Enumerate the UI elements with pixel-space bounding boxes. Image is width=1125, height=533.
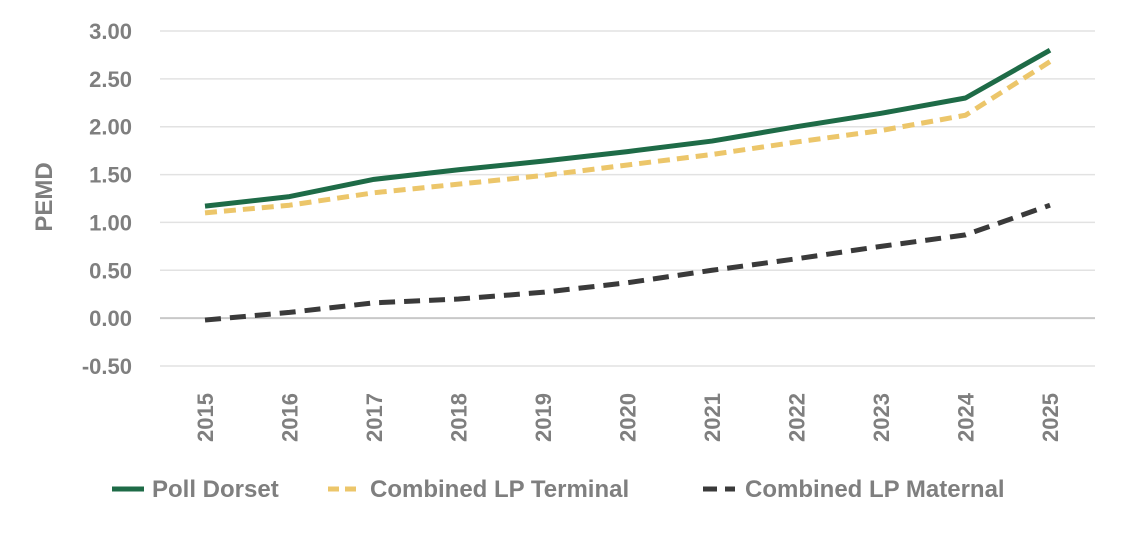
legend-label: Combined LP Maternal: [745, 476, 1005, 503]
x-tick-label: 2016: [278, 393, 303, 442]
x-tick-label: 2017: [362, 393, 387, 442]
x-tick-label: 2015: [193, 393, 218, 442]
legend: Poll Dorset Combined LP Terminal Combined …: [112, 476, 1005, 503]
legend-label: Combined LP Terminal: [370, 476, 629, 503]
x-tick-label: 2020: [616, 393, 641, 442]
series-line-combined-lp-maternal: [204, 202, 1051, 323]
y-tick-label: 1.00: [89, 210, 132, 235]
y-tick-label: 3.00: [89, 19, 132, 44]
y-axis-title: PEMD: [31, 162, 58, 231]
x-tick-label: 2022: [785, 393, 810, 442]
gridlines: [160, 30, 1095, 367]
legend-label: Poll Dorset: [152, 476, 279, 503]
y-tick-label: -0.50: [82, 354, 132, 379]
y-tick-label: 2.50: [89, 67, 132, 92]
x-tick-label: 2019: [531, 393, 556, 442]
series-line-poll-dorset: [204, 47, 1052, 209]
y-tick-label: 0.50: [89, 258, 132, 283]
x-axis-ticks: 2015 2016 2017 2018 2019 2020 2021 2022 2023 2024…: [193, 392, 1063, 442]
series-line-combined-lp-terminal: [204, 59, 1052, 216]
x-tick-label: 2024: [954, 392, 979, 442]
x-tick-label: 2018: [447, 393, 472, 442]
x-tick-label: 2023: [869, 393, 894, 442]
y-tick-label: 2.00: [89, 115, 132, 140]
x-tick-label: 2021: [700, 393, 725, 442]
y-tick-label: 0.00: [89, 306, 132, 331]
y-axis-ticks: -0.50 0.00 0.50 1.00 1.50 2.00 2.50 3.00: [82, 19, 132, 379]
x-tick-label: 2025: [1038, 393, 1063, 442]
y-tick-label: 1.50: [89, 163, 132, 188]
series-lines: [204, 47, 1052, 323]
